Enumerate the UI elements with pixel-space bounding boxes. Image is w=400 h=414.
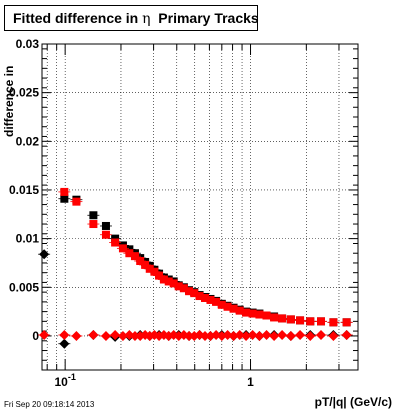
- data-point-square: [89, 211, 98, 220]
- data-point-square: [118, 244, 127, 253]
- chart-title: Fitted difference in η Primary Tracks: [13, 10, 259, 27]
- data-point-square: [111, 238, 120, 247]
- data-point-square: [296, 316, 305, 325]
- data-point-diamond: [341, 329, 352, 340]
- data-point-square: [72, 197, 81, 206]
- data-point-square: [101, 221, 110, 230]
- data-point-square: [286, 315, 295, 324]
- data-point-square: [125, 249, 134, 258]
- data-point-square: [242, 308, 251, 317]
- x-axis-label: pT/|q| (GeV/c): [314, 395, 392, 409]
- data-point-diamond: [269, 330, 280, 341]
- data-point-diamond: [261, 329, 272, 340]
- data-point-square: [223, 302, 232, 311]
- plot-frame: [41, 43, 359, 371]
- data-point-square: [270, 313, 279, 322]
- data-point-diamond: [328, 330, 339, 341]
- data-point-square: [190, 289, 199, 298]
- y-axis-label: difference in: [2, 65, 16, 137]
- data-point-diamond: [316, 329, 327, 340]
- data-point-square: [212, 297, 221, 306]
- data-point-square: [317, 317, 326, 326]
- data-point-square: [150, 267, 159, 276]
- data-point-square: [235, 306, 244, 315]
- y-tick-label: 0.01: [16, 232, 40, 246]
- y-tick-label: 0: [32, 329, 39, 343]
- data-point-diamond: [117, 330, 128, 341]
- y-tick-label: 0.015: [9, 183, 39, 197]
- data-point-square: [262, 311, 271, 320]
- data-point-diamond: [277, 329, 288, 340]
- data-point-square: [200, 293, 209, 302]
- data-markers: [38, 187, 353, 349]
- data-point-square: [164, 277, 173, 286]
- y-tick-label: 0.03: [16, 37, 40, 51]
- data-point-diamond: [285, 330, 296, 341]
- data-point-square: [136, 257, 145, 266]
- data-point-diamond: [222, 329, 233, 340]
- data-point-square: [206, 295, 215, 304]
- data-point-diamond: [254, 330, 265, 341]
- y-tick-label: 0.02: [16, 134, 40, 148]
- data-point-diamond: [39, 329, 50, 340]
- x-tick-label: 1: [247, 375, 254, 389]
- data-point-square: [89, 220, 98, 229]
- data-point-square: [278, 314, 287, 323]
- data-point-square: [248, 309, 257, 318]
- chart-title-box: Fitted difference in η Primary Tracks: [4, 5, 259, 31]
- x-tick-label: 10-1: [54, 372, 75, 389]
- y-tick-label: 0.025: [9, 86, 39, 100]
- data-point-square: [185, 287, 194, 296]
- data-point-diamond: [39, 249, 50, 260]
- data-point-square: [306, 317, 315, 326]
- timestamp: Fri Sep 20 09:18:14 2013: [4, 400, 95, 409]
- data-point-diamond: [59, 329, 70, 340]
- data-point-square: [255, 310, 264, 319]
- x-tick-labels: 10-1 1: [54, 372, 254, 389]
- data-point-square: [141, 260, 150, 269]
- data-point-diamond: [295, 329, 306, 340]
- grid-lines: [42, 43, 358, 370]
- data-point-square: [130, 252, 139, 261]
- data-point-diamond: [71, 330, 82, 341]
- chart-title-suffix: Primary Tracks: [158, 10, 259, 26]
- data-point-square: [179, 284, 188, 293]
- data-point-square: [217, 300, 226, 309]
- data-point-square: [159, 275, 168, 284]
- chart-title-eta: η: [142, 11, 151, 27]
- data-point-diamond: [59, 338, 70, 349]
- data-point-diamond: [110, 329, 121, 340]
- data-point-square: [145, 264, 154, 273]
- data-point-square: [195, 292, 204, 301]
- data-point-diamond: [88, 329, 99, 340]
- data-point-square: [60, 194, 69, 203]
- data-point-square: [342, 318, 351, 327]
- data-point-diamond: [241, 330, 252, 341]
- data-point-diamond: [247, 329, 258, 340]
- data-point-diamond: [234, 329, 245, 340]
- data-point-square: [60, 187, 69, 196]
- data-point-square: [169, 279, 178, 288]
- data-point-square: [174, 282, 183, 291]
- chart-title-prefix: Fitted difference in: [13, 10, 139, 26]
- data-point-diamond: [228, 330, 239, 341]
- data-point-diamond: [305, 330, 316, 341]
- data-point-square: [329, 318, 338, 327]
- y-tick-label: 0.005: [9, 280, 39, 294]
- data-point-diamond: [100, 330, 111, 341]
- data-point-square: [229, 304, 238, 313]
- data-point-square: [101, 230, 110, 239]
- data-point-square: [155, 271, 164, 280]
- y-tick-labels: 0 0.005 0.01 0.015 0.02 0.025 0.03: [9, 37, 39, 343]
